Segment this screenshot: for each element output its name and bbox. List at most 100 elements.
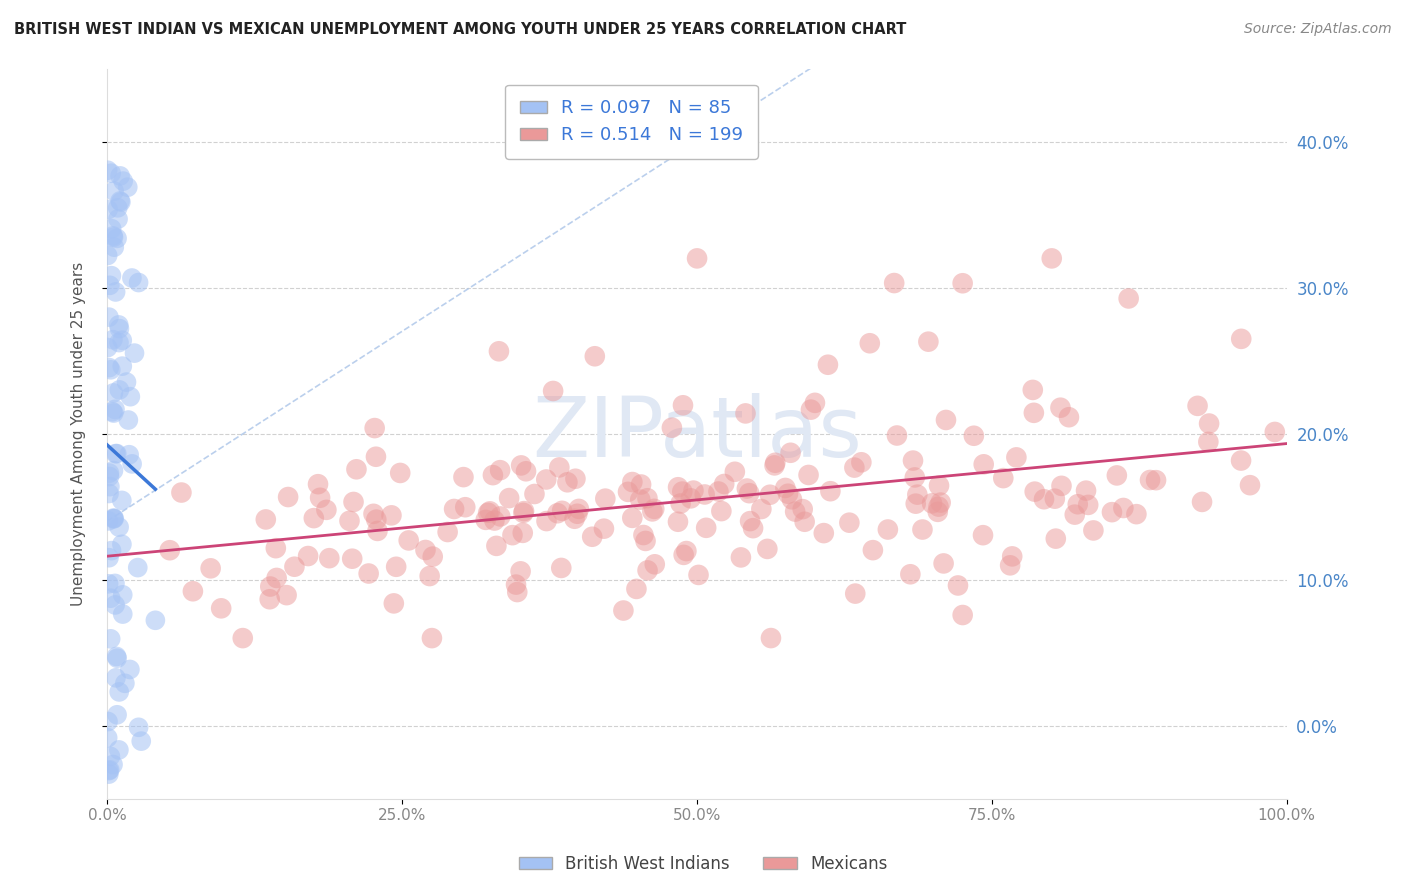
Point [318,551,340,566]
Point [759,488,782,502]
Point [793,515,815,529]
Point [98,466,121,480]
Point [738,486,761,500]
Point [593,522,616,536]
Point [1105,468,1128,483]
Point [1144,473,1167,487]
Point [550,561,572,575]
Point [115,375,138,389]
Point [763,456,786,470]
Point [100,363,122,377]
Point [103,184,125,198]
Point [644,558,666,572]
Point [105,651,128,665]
Point [904,470,927,484]
Point [366,524,388,538]
Legend: British West Indians, Mexicans: British West Indians, Mexicans [512,848,894,880]
Point [103,406,125,420]
Point [1187,399,1209,413]
Point [103,386,125,401]
Point [735,482,758,496]
Point [121,271,143,285]
Point [917,334,939,349]
Point [170,485,193,500]
Point [454,500,477,515]
Point [1043,491,1066,506]
Point [357,566,380,581]
Point [1040,252,1063,266]
Point [129,734,152,748]
Point [398,533,420,548]
Point [1139,473,1161,487]
Point [98,763,121,777]
Point [97,731,120,745]
Point [97,341,120,355]
Point [785,505,807,519]
Point [536,473,558,487]
Point [103,464,125,478]
Point [779,446,801,460]
Point [488,344,510,359]
Point [512,506,534,520]
Point [1239,478,1261,492]
Point [124,346,146,360]
Point [1067,497,1090,511]
Point [904,497,927,511]
Point [97,202,120,217]
Point [315,503,337,517]
Point [145,613,167,627]
Point [730,550,752,565]
Point [489,509,512,524]
Point [742,521,765,535]
Point [672,548,695,562]
Point [103,230,125,244]
Point [111,493,134,508]
Point [477,506,499,520]
Point [515,464,537,478]
Point [686,252,709,266]
Point [108,685,131,699]
Point [101,228,124,243]
Point [523,487,546,501]
Point [797,467,820,482]
Text: BRITISH WEST INDIAN VS MEXICAN UNEMPLOYMENT AMONG YOUTH UNDER 25 YEARS CORRELATI: BRITISH WEST INDIAN VS MEXICAN UNEMPLOYM… [14,22,907,37]
Point [111,607,134,621]
Point [105,707,128,722]
Point [127,560,149,574]
Point [998,558,1021,573]
Point [385,559,408,574]
Point [232,631,254,645]
Point [776,487,799,501]
Point [276,588,298,602]
Point [679,491,702,506]
Point [105,447,128,461]
Point [339,514,361,528]
Point [101,333,124,347]
Point [738,514,761,528]
Point [844,586,866,600]
Point [763,458,786,473]
Point [928,478,950,492]
Point [693,487,716,501]
Point [713,477,735,491]
Point [302,511,325,525]
Point [1112,500,1135,515]
Point [105,231,128,245]
Point [478,504,501,518]
Point [108,169,131,183]
Point [1083,524,1105,538]
Point [501,528,523,542]
Point [97,163,120,178]
Point [775,481,797,495]
Point [672,398,695,412]
Point [111,537,134,551]
Point [104,598,127,612]
Point [200,561,222,575]
Point [911,523,934,537]
Point [671,484,693,499]
Point [1077,498,1099,512]
Point [114,676,136,690]
Point [661,420,683,434]
Point [297,549,319,563]
Point [259,592,281,607]
